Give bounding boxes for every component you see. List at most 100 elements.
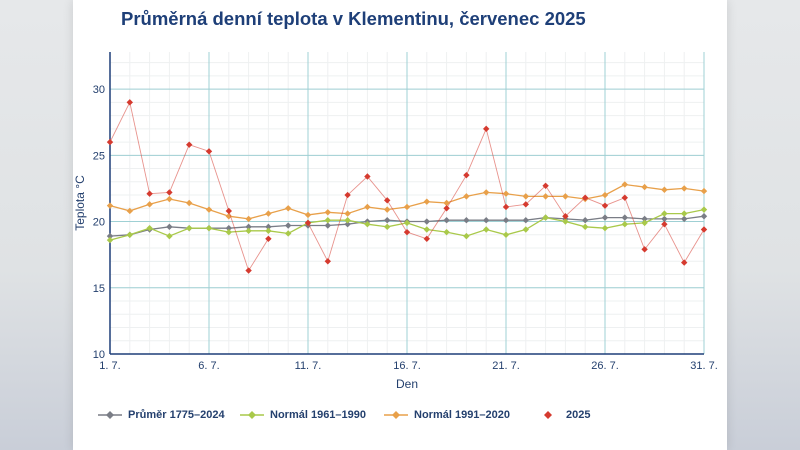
major-grid <box>109 52 705 355</box>
data-point <box>601 202 609 209</box>
data-point <box>324 222 331 229</box>
data-point <box>502 190 510 197</box>
data-point <box>265 227 272 235</box>
data-point <box>423 226 430 233</box>
data-point <box>502 217 510 224</box>
data-point <box>641 246 648 253</box>
y-axis-label: Teplota °C <box>73 175 87 231</box>
data-point <box>681 210 688 217</box>
legend-label: 2025 <box>566 409 591 421</box>
data-point <box>324 258 331 265</box>
data-point <box>225 207 232 215</box>
data-point <box>364 173 371 180</box>
data-point <box>681 259 688 266</box>
legend-item: Normál 1961–1990 <box>240 408 366 422</box>
data-point <box>285 205 292 212</box>
data-point <box>186 224 193 232</box>
data-point <box>403 219 411 227</box>
data-point <box>700 226 708 233</box>
data-point <box>324 209 331 216</box>
x-axis-label: Den <box>396 377 418 391</box>
axes: 10 15 20 25 30 1. 7. 6. 7. 11. 7. 16. 7. 21. 7. 26… <box>93 52 718 372</box>
data-point <box>661 186 668 193</box>
data-point <box>265 223 272 231</box>
data-point <box>641 219 648 227</box>
data-point <box>661 220 668 228</box>
data-point <box>661 210 668 217</box>
x-tick-label: 26. 7. <box>591 360 619 372</box>
data-point <box>146 224 153 232</box>
series-layer <box>106 99 708 274</box>
data-point <box>245 227 252 235</box>
data-point <box>403 228 411 236</box>
legend-item: Normál 1991–2020 <box>384 408 510 422</box>
data-point <box>344 217 351 224</box>
data-point <box>384 223 391 231</box>
data-point <box>166 232 173 240</box>
data-point <box>285 222 292 229</box>
data-point <box>186 141 193 148</box>
data-point <box>443 205 450 212</box>
data-point <box>601 224 609 232</box>
legend: Průměr 1775–2024 Normál 1961–1990 Normál 1… <box>73 408 727 430</box>
legend-marker-icon <box>98 411 122 419</box>
series-3 <box>106 181 708 223</box>
data-point <box>582 194 589 201</box>
data-point <box>166 223 173 231</box>
x-tick-label: 11. 7. <box>295 360 322 372</box>
data-point <box>522 193 529 200</box>
data-point <box>344 191 351 199</box>
data-point <box>324 217 331 224</box>
data-point <box>344 220 351 228</box>
data-point <box>502 231 510 238</box>
data-point <box>106 202 114 209</box>
data-point <box>463 193 470 200</box>
legend-item: 2025 <box>536 408 590 422</box>
data-point <box>225 224 232 232</box>
data-point <box>621 220 628 228</box>
data-point <box>641 215 648 223</box>
data-point <box>562 218 569 225</box>
data-point <box>166 195 173 203</box>
data-point <box>423 235 430 242</box>
y-tick-label: 10 <box>93 349 105 361</box>
data-point <box>423 198 430 205</box>
x-tick-label: 31. 7. <box>690 360 718 372</box>
x-tick-label: 16. 7. <box>393 360 421 372</box>
data-point <box>304 219 312 227</box>
chart-card: Průměrná denní teplota v Klementinu, čer… <box>73 0 727 450</box>
y-tick-label: 30 <box>93 84 105 96</box>
data-point <box>661 215 668 223</box>
data-point <box>205 206 213 213</box>
data-point <box>582 223 589 231</box>
data-point <box>384 197 391 204</box>
data-point <box>423 218 430 225</box>
data-point <box>304 211 312 219</box>
data-point <box>542 193 549 200</box>
data-point <box>463 217 470 224</box>
data-point <box>601 214 609 221</box>
data-point <box>126 99 133 106</box>
data-point <box>621 214 628 221</box>
data-point <box>245 267 252 274</box>
data-point <box>205 224 213 232</box>
data-point <box>265 210 272 217</box>
data-point <box>344 210 351 217</box>
data-point <box>364 203 371 211</box>
data-point <box>502 203 510 211</box>
data-point <box>641 183 648 191</box>
data-point <box>621 194 628 201</box>
data-point <box>166 189 173 196</box>
data-point <box>106 236 114 244</box>
data-point <box>463 232 470 240</box>
legend-label: Normál 1991–2020 <box>414 409 511 421</box>
data-point <box>126 231 133 238</box>
data-point <box>700 206 708 213</box>
data-point <box>522 226 529 233</box>
legend-label: Průměr 1775–2024 <box>128 409 225 421</box>
data-point <box>245 223 252 231</box>
y-tick-label: 25 <box>93 150 105 162</box>
data-point <box>265 235 272 242</box>
data-point <box>384 206 391 213</box>
legend-marker-icon <box>240 411 264 419</box>
